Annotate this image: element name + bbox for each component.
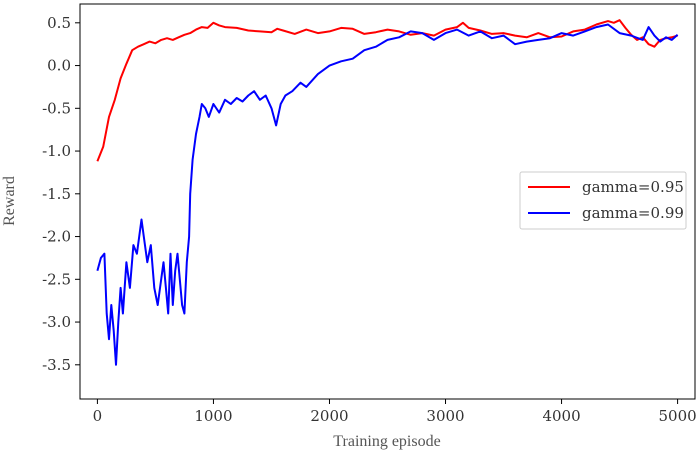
y-tick-label: 0.5 bbox=[47, 14, 71, 32]
series-line-gamma=0.99 bbox=[96, 23, 679, 366]
series-line-gamma=0.95 bbox=[96, 19, 678, 162]
y-tick-label: -1.5 bbox=[42, 185, 71, 203]
x-tick-label: 0 bbox=[93, 407, 103, 425]
y-tick-label: -0.5 bbox=[42, 99, 71, 117]
y-axis: 0.5 0.0 -0.5 -1.0 -1.5 -2.0 -2.5 -3.0 -3.5 bbox=[42, 14, 80, 374]
x-tick-label: 5000 bbox=[659, 407, 697, 425]
y-axis-label: Reward bbox=[1, 176, 18, 226]
x-tick-label: 1000 bbox=[194, 407, 232, 425]
series-layer bbox=[96, 19, 679, 366]
legend: gamma=0.95 gamma=0.99 bbox=[519, 171, 687, 230]
x-axis-label: Training episode bbox=[333, 433, 440, 450]
x-tick-label: 4000 bbox=[542, 407, 580, 425]
legend-label-gamma-0.95: gamma=0.95 bbox=[582, 178, 684, 196]
x-tick-label: 3000 bbox=[426, 407, 464, 425]
y-tick-label: -3.0 bbox=[42, 313, 71, 331]
y-tick-label: -2.5 bbox=[42, 270, 71, 288]
y-tick-label: 0.0 bbox=[47, 57, 71, 75]
y-tick-label: -2.0 bbox=[42, 228, 71, 246]
y-tick-label: -1.0 bbox=[42, 142, 71, 160]
plot-area-frame bbox=[79, 3, 696, 400]
x-axis: 0 1000 2000 3000 4000 5000 bbox=[93, 399, 697, 425]
y-tick-label: -3.5 bbox=[42, 356, 71, 374]
x-tick-label: 2000 bbox=[310, 407, 348, 425]
legend-label-gamma-0.99: gamma=0.99 bbox=[582, 204, 684, 222]
